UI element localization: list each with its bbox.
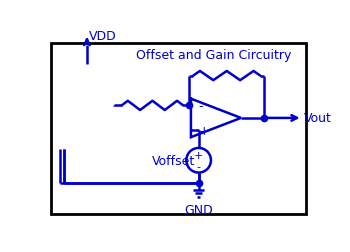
- Text: GND: GND: [184, 203, 213, 216]
- Text: -: -: [197, 162, 201, 172]
- Text: +: +: [199, 124, 209, 137]
- Text: Voffset: Voffset: [152, 154, 195, 167]
- Text: Offset and Gain Circuitry: Offset and Gain Circuitry: [136, 48, 292, 61]
- Bar: [51, 44, 307, 214]
- Text: -: -: [199, 100, 203, 112]
- Text: VDD: VDD: [89, 30, 117, 43]
- Text: +: +: [194, 150, 203, 160]
- Text: Vout: Vout: [304, 112, 332, 125]
